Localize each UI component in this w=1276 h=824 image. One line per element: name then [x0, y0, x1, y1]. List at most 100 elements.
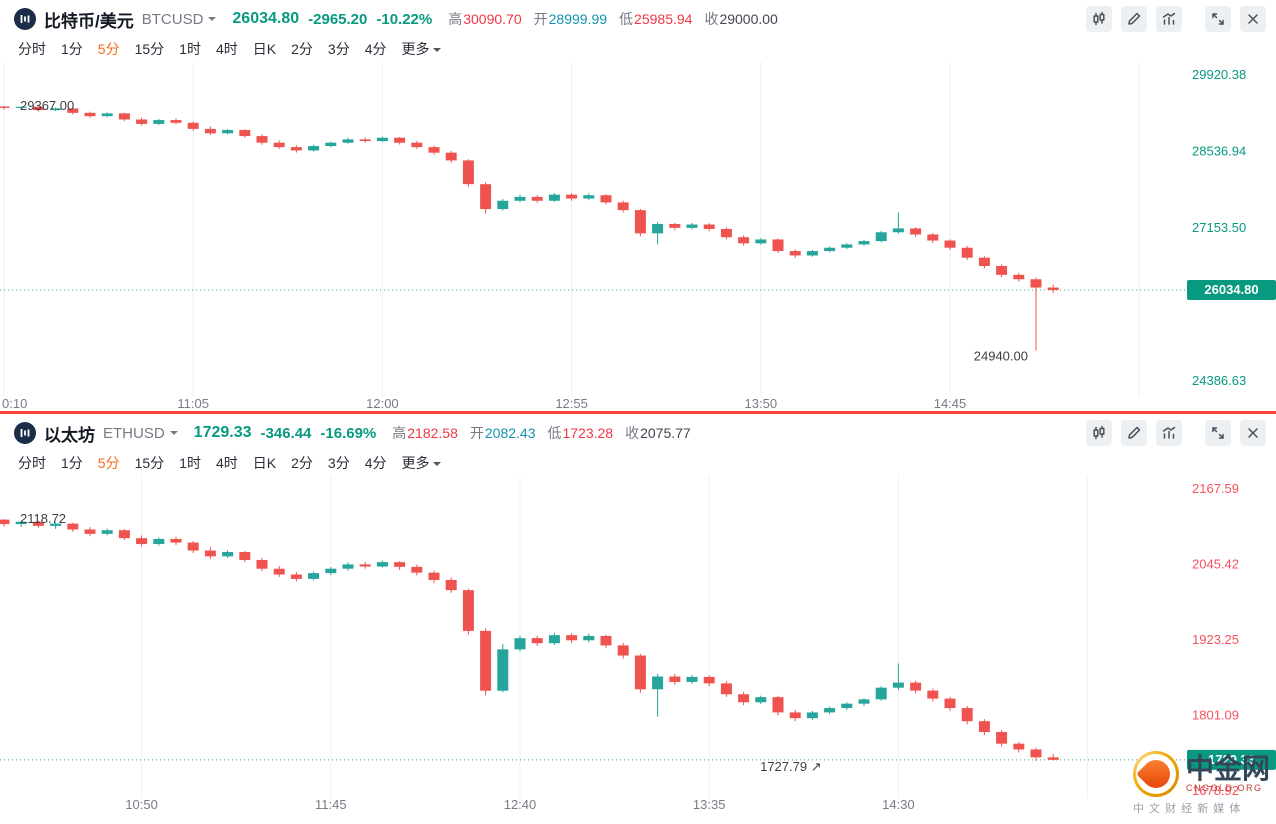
y-axis-label: 1801.09 — [1192, 707, 1239, 722]
timeframe-tab[interactable]: 3分 — [327, 455, 350, 471]
y-axis-label: 29920.38 — [1192, 67, 1246, 82]
candlestick-chart[interactable]: 2118.72 1727.79 ↗ 2167.59 2045.42 1923.25 180… — [0, 476, 1276, 798]
y-axis-label: 27153.50 — [1192, 220, 1246, 235]
close-button[interactable] — [1240, 6, 1266, 32]
timeframe-bar: 分时 1分 5分 15分 1时 4时 日K 2分 3分 4分 更多 — [0, 450, 1276, 476]
chevron-down-icon — [208, 17, 217, 25]
symbol-code: BTCUSD — [141, 10, 204, 28]
stat-close: 收2075.77 — [625, 425, 691, 441]
stat-low: 低1723.28 — [547, 425, 614, 441]
timeframe-tab[interactable]: 分时 — [18, 41, 46, 57]
timeframe-tab[interactable]: 15分 — [134, 455, 165, 471]
cngold-watermark: 中金网 CNGOLD.ORG 中 文 财 经 新 媒 体 — [1132, 751, 1270, 816]
timeframe-tab[interactable]: 3分 — [327, 41, 350, 57]
indicator-button[interactable] — [1156, 6, 1182, 32]
last-price: 1729.33 — [193, 424, 252, 441]
timeframe-tab[interactable]: 1分 — [61, 41, 83, 57]
stat-open: 开2082.43 — [469, 425, 536, 441]
timeframe-tab[interactable]: 1时 — [179, 455, 201, 471]
chart-area: 2118.72 1727.79 ↗ 2167.59 2045.42 1923.25 180… — [0, 476, 1276, 798]
gridlines — [3, 62, 1140, 397]
panel-header: 以太坊 ETHUSD 1729.33 -346.44 -16.69% 高2182… — [0, 414, 1276, 450]
time-axis[interactable]: 10:50 11:45 12:40 13:35 14:30 — [0, 798, 1276, 812]
fullscreen-button[interactable] — [1205, 420, 1231, 446]
timeframe-tab[interactable]: 4分 — [364, 455, 387, 471]
chart-panel-btcusd: 比特币/美元 BTCUSD 26034.80 -2965.20 -10.22% … — [0, 0, 1276, 411]
price-change-percent: -10.22% — [376, 10, 433, 28]
y-axis-label: 1678.92 — [1192, 783, 1239, 798]
last-price-badge-text: 1729.33 — [1208, 752, 1255, 767]
timeframe-tab[interactable]: 日K — [252, 455, 277, 471]
price-change: -346.44 — [260, 424, 312, 442]
panel-header: 比特币/美元 BTCUSD 26034.80 -2965.20 -10.22% … — [0, 0, 1276, 36]
symbol-selector[interactable]: BTCUSD — [142, 11, 217, 28]
timeframe-tab[interactable]: 4时 — [215, 41, 238, 57]
timeframe-tab[interactable]: 4分 — [364, 41, 387, 57]
chevron-down-icon — [169, 431, 178, 439]
indicator-button[interactable] — [1156, 420, 1182, 446]
timeframe-more-dropdown[interactable]: 更多 — [402, 39, 441, 59]
brand-domain: CNGOLD.ORG — [1185, 783, 1263, 794]
pane-divider[interactable] — [0, 411, 1276, 414]
x-axis-label: 13:50 — [744, 396, 778, 411]
y-axis-label: 28536.94 — [1192, 144, 1246, 159]
gridlines — [141, 476, 1089, 798]
close-button[interactable] — [1240, 420, 1266, 446]
fullscreen-icon — [1212, 13, 1224, 25]
draw-tool-button[interactable] — [1121, 420, 1147, 446]
draw-tool-button[interactable] — [1121, 6, 1147, 32]
brand-tagline: 中 文 财 经 新 媒 体 — [1132, 803, 1242, 815]
x-axis-label: 0:10 — [2, 396, 28, 411]
y-axis-label: 24386.63 — [1192, 373, 1246, 388]
chart-toolbar — [1086, 420, 1266, 446]
indicator-icon — [1162, 426, 1176, 439]
symbol-selector[interactable]: ETHUSD — [103, 425, 178, 442]
fullscreen-button[interactable] — [1205, 6, 1231, 32]
timeframe-tab[interactable]: 分时 — [18, 455, 46, 471]
timeframe-tab[interactable]: 15分 — [134, 41, 165, 57]
timeframe-tab[interactable]: 5分 — [97, 41, 120, 57]
candlestick-chart[interactable]: 29367.00 24940.00 29920.38 28536.94 27153.50… — [0, 62, 1276, 397]
timeframe-more-dropdown[interactable]: 更多 — [402, 453, 441, 473]
timeframe-tab[interactable]: 日K — [252, 41, 277, 57]
candles — [0, 519, 1059, 761]
instrument-name: 比特币/美元 — [44, 11, 134, 31]
indicator-icon — [1162, 12, 1176, 25]
candlestick-icon — [1093, 425, 1105, 440]
x-axis-label: 14:45 — [933, 396, 967, 411]
candles — [0, 105, 1059, 351]
x-axis-label: 10:50 — [125, 797, 158, 812]
chart-type-button[interactable] — [1086, 6, 1112, 32]
timeframe-tab[interactable]: 2分 — [291, 41, 313, 57]
pencil-icon — [1128, 426, 1141, 439]
x-axis-label: 11:05 — [177, 396, 209, 411]
stat-open: 开28999.99 — [533, 11, 608, 27]
price-change: -2965.20 — [308, 10, 368, 28]
price-marker: 2118.72 — [20, 511, 66, 526]
timeframe-tab[interactable]: 1时 — [179, 41, 201, 57]
chart-type-button[interactable] — [1086, 420, 1112, 446]
symbol-code: ETHUSD — [103, 424, 165, 442]
instrument-icon — [14, 422, 36, 444]
timeframe-tab[interactable]: 1分 — [61, 455, 83, 471]
cngold-logo-icon — [1132, 751, 1179, 797]
instrument-icon — [14, 8, 36, 30]
candlestick-icon — [1093, 11, 1105, 26]
y-axis-label: 1923.25 — [1192, 632, 1239, 647]
last-price-badge — [1187, 749, 1276, 770]
last-price-badge — [1187, 280, 1276, 301]
ohlc-stats: 高30090.70 开28999.99 低25985.94 收29000.00 — [448, 9, 778, 29]
time-axis[interactable]: 0:10 11:05 12:00 12:55 13:50 14:45 — [0, 397, 1276, 411]
stat-low: 低25985.94 — [619, 11, 693, 27]
timeframe-tab[interactable]: 5分 — [97, 455, 120, 471]
stat-high: 高30090.70 — [448, 11, 522, 27]
close-icon — [1248, 14, 1258, 24]
chart-panel-ethusd: 以太坊 ETHUSD 1729.33 -346.44 -16.69% 高2182… — [0, 414, 1276, 812]
timeframe-tab[interactable]: 2分 — [291, 455, 313, 471]
y-axis-label: 2045.42 — [1192, 556, 1239, 571]
y-axis-label: 2167.59 — [1192, 481, 1239, 496]
timeframe-tab[interactable]: 4时 — [215, 455, 238, 471]
pencil-icon — [1128, 12, 1141, 25]
last-price-badge-text: 26034.80 — [1204, 282, 1258, 297]
price-change-percent: -16.69% — [320, 424, 377, 442]
